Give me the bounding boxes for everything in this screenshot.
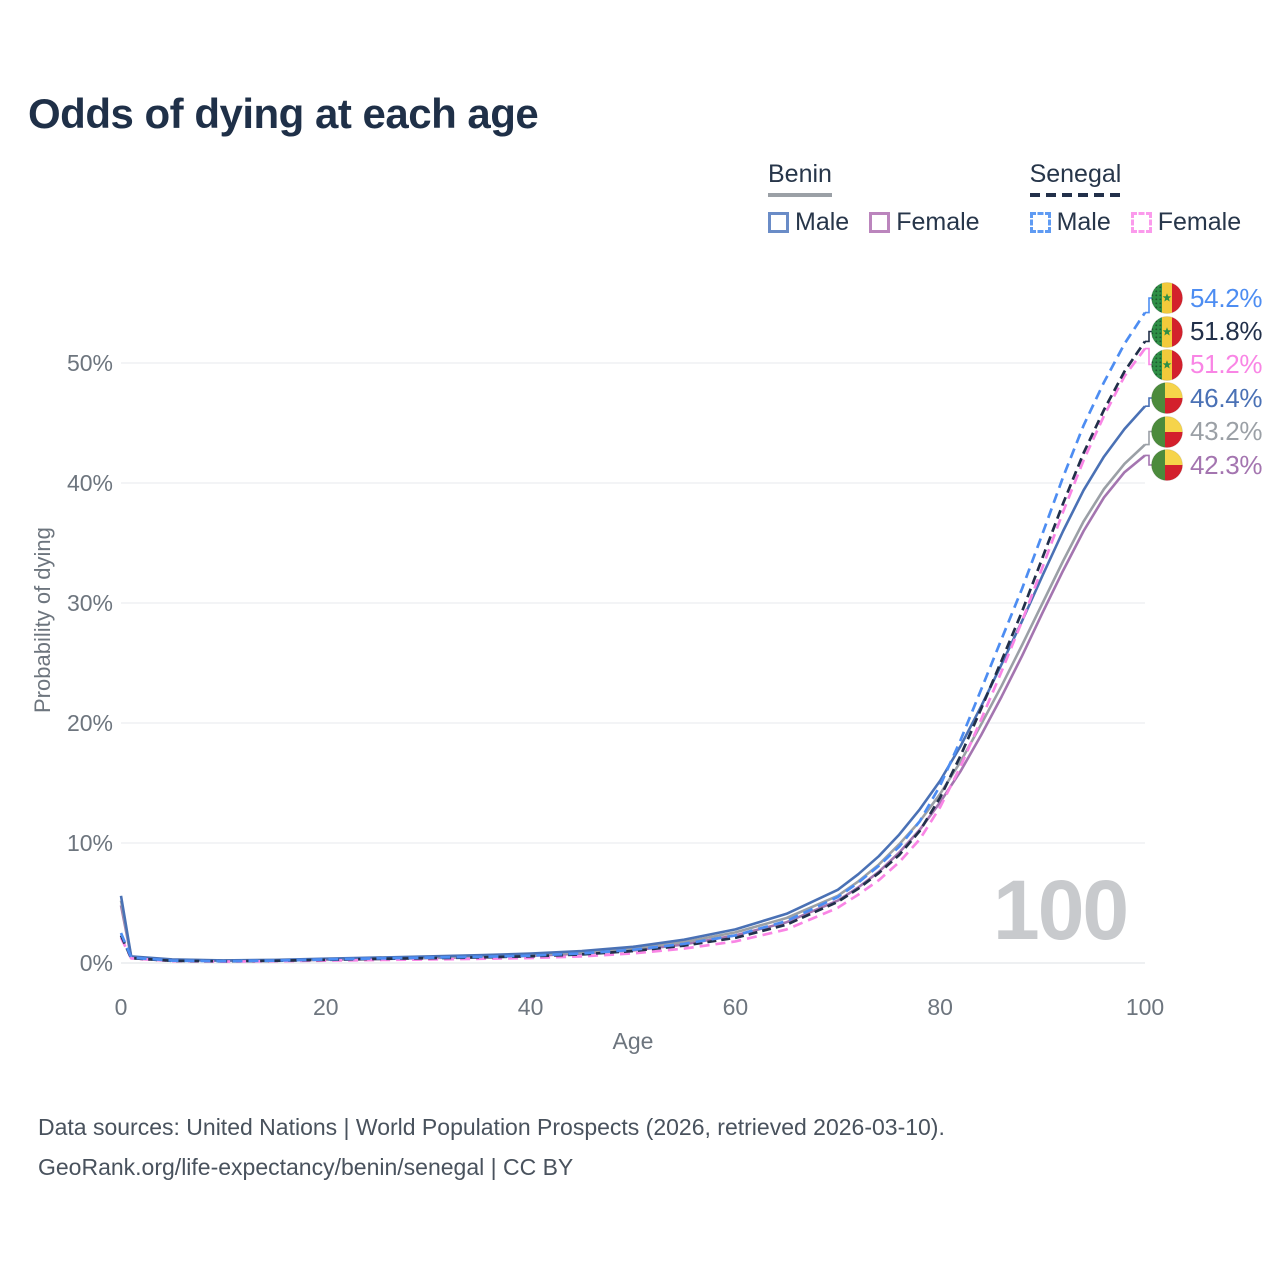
senegal-female-swatch-icon — [1130, 212, 1152, 233]
age-watermark: 100 — [993, 863, 1129, 957]
end-label-senegal-male: 54.2% — [1151, 281, 1263, 315]
y-tick-label-40: 40% — [66, 470, 113, 496]
end-value-label: 51.8% — [1190, 316, 1263, 346]
end-label-benin-both: 43.2% — [1151, 415, 1263, 449]
end-value-label: 43.2% — [1190, 416, 1263, 446]
series-line-senegal-both[interactable] — [119, 340, 1147, 963]
legend-benin-label: Benin — [768, 160, 832, 188]
end-label-benin-male: 46.4% — [1151, 381, 1263, 415]
legend: Benin Male Female Senegal — [768, 160, 1241, 237]
end-label-senegal-female: 51.2% — [1151, 348, 1263, 382]
series-line-benin-female[interactable] — [119, 454, 1146, 963]
y-axis-title: Probability of dying — [30, 527, 55, 713]
footer-sources: Data sources: United Nations | World Pop… — [38, 1114, 945, 1140]
x-tick-label-40: 40 — [517, 994, 544, 1020]
end-label-senegal-both: 51.8% — [1151, 315, 1263, 349]
y-tick-label-30: 30% — [66, 590, 113, 616]
x-tick-label-0: 0 — [114, 994, 128, 1020]
x-tick-label-80: 80 — [927, 994, 953, 1020]
benin-flag-icon — [1151, 415, 1183, 448]
end-value-label: 42.3% — [1190, 449, 1263, 480]
senegal-flag-icon — [1151, 282, 1183, 314]
legend-senegal-label: Senegal — [1029, 160, 1122, 188]
series-line-benin-male[interactable] — [119, 405, 1146, 962]
end-label-benin-female: 42.3% — [1151, 448, 1263, 482]
series-line-senegal-female[interactable] — [119, 347, 1147, 963]
end-value-label: 51.2% — [1190, 349, 1263, 379]
x-tick-label-20: 20 — [313, 994, 339, 1020]
legend-header-senegal[interactable]: Senegal — [1029, 160, 1122, 197]
x-axis-title: Age — [612, 1028, 654, 1054]
footer: Data sources: United Nations | World Pop… — [38, 1107, 945, 1187]
legend-item-senegal-female[interactable]: Female — [1130, 208, 1241, 237]
end-value-label: 46.4% — [1190, 382, 1263, 413]
legend-group-benin: Benin Male Female — [768, 160, 980, 237]
y-tick-label-10: 10% — [66, 830, 113, 856]
x-tick-label-60: 60 — [722, 994, 749, 1020]
y-tick-label-20: 20% — [66, 710, 113, 736]
series-line-benin-both[interactable] — [119, 443, 1146, 962]
y-tick-label-0: 0% — [79, 950, 113, 976]
legend-item-benin-female[interactable]: Female — [869, 208, 980, 237]
benin-female-swatch-icon — [869, 212, 891, 233]
senegal-flag-icon — [1151, 315, 1183, 348]
end-value-label: 54.2% — [1190, 282, 1263, 313]
legend-item-senegal-male[interactable]: Male — [1029, 208, 1111, 237]
x-tick-label-100: 100 — [1125, 994, 1165, 1020]
benin-flag-icon — [1151, 449, 1183, 481]
legend-header-benin[interactable]: Benin — [768, 160, 832, 197]
benin-flag-icon — [1151, 382, 1183, 414]
footer-attribution[interactable]: GeoRank.org/life-expectancy/benin/senega… — [38, 1154, 574, 1180]
legend-item-benin-male[interactable]: Male — [768, 208, 849, 237]
benin-male-swatch-icon — [768, 212, 789, 233]
legend-group-senegal: Senegal Male Female — [1029, 160, 1241, 237]
senegal-flag-icon — [1151, 348, 1183, 381]
senegal-male-swatch-icon — [1029, 212, 1051, 233]
y-tick-label-50: 50% — [66, 350, 113, 376]
benin-solid-line-icon — [768, 193, 832, 197]
senegal-dashed-line-icon — [1029, 193, 1122, 197]
chart-title: Odds of dying at each age — [28, 90, 539, 137]
series-line-senegal-male[interactable] — [119, 311, 1147, 963]
